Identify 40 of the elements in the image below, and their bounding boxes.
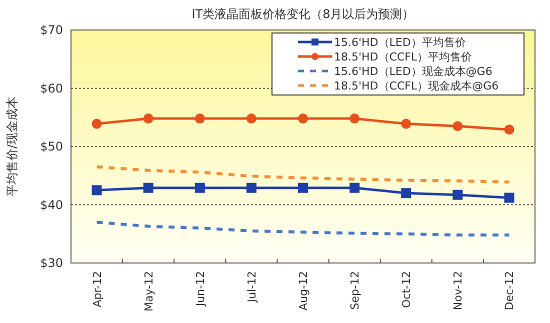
point bbox=[504, 192, 514, 203]
point bbox=[143, 182, 154, 193]
point bbox=[350, 182, 360, 193]
x-tick-label: Sep-12 bbox=[348, 271, 362, 310]
line-series bbox=[95, 165, 511, 184]
point bbox=[452, 190, 463, 200]
point bbox=[92, 118, 102, 129]
x-tick-label: Dec-12 bbox=[503, 271, 516, 310]
y-tick-label: $70 bbox=[40, 23, 63, 37]
legend-label: 18.5'HD（CCFL）现金成本@G6 bbox=[334, 80, 499, 92]
point bbox=[194, 182, 205, 193]
x-tick-label: Aug-12 bbox=[297, 271, 310, 310]
point bbox=[504, 124, 514, 135]
point bbox=[298, 182, 308, 193]
point bbox=[298, 114, 308, 124]
x-tick-label: Jul-12 bbox=[245, 271, 258, 304]
point bbox=[350, 114, 360, 124]
point bbox=[452, 121, 463, 132]
y-tick-label: $30 bbox=[40, 256, 63, 270]
x-tick-label: Oct-12 bbox=[400, 271, 414, 308]
point bbox=[143, 114, 154, 124]
x-tick-label: May-12 bbox=[142, 271, 156, 312]
legend-label: 15.6'HD（LED）现金成本@G6 bbox=[334, 65, 492, 78]
x-tick-label: Jun-12 bbox=[194, 271, 207, 308]
y-tick-label: $50 bbox=[40, 140, 63, 154]
chart-title: IT类液晶面板价格变化（8月以后为预测） bbox=[192, 7, 414, 21]
legend-label: 15.6'HD（LED）平均售价 bbox=[334, 36, 466, 49]
line-series bbox=[95, 220, 511, 237]
y-axis-title: 平均售价/现金成本 bbox=[5, 96, 19, 197]
point bbox=[246, 182, 256, 193]
point bbox=[401, 188, 412, 198]
x-tick-label: Apr-12 bbox=[90, 271, 104, 308]
point bbox=[194, 114, 205, 124]
legend-label: 18.5'HD（CCFL）平均售价 bbox=[334, 50, 472, 64]
x-tick-label: Nov-12 bbox=[452, 271, 465, 310]
point bbox=[401, 118, 412, 129]
point bbox=[92, 185, 102, 196]
point bbox=[246, 114, 256, 124]
y-tick-label: $40 bbox=[40, 198, 63, 212]
y-tick-label: $60 bbox=[40, 81, 63, 96]
